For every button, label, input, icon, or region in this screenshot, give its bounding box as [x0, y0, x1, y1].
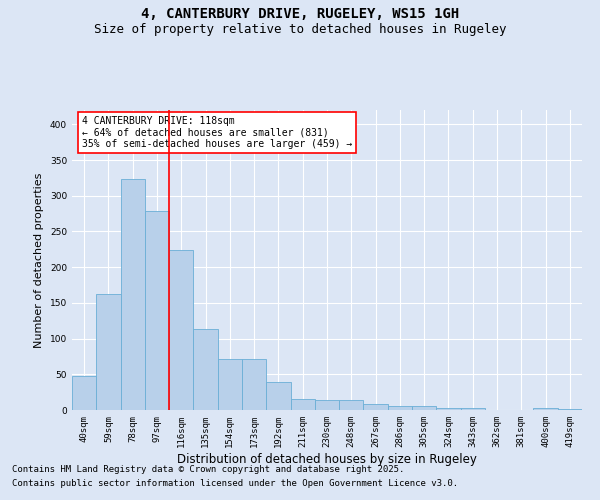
Bar [436, 408, 461, 410]
Bar [266, 382, 290, 410]
Bar [121, 180, 145, 410]
Text: 4, CANTERBURY DRIVE, RUGELEY, WS15 1GH: 4, CANTERBURY DRIVE, RUGELEY, WS15 1GH [141, 8, 459, 22]
Bar [242, 358, 266, 410]
Bar [96, 294, 121, 410]
Bar [72, 376, 96, 410]
Bar [558, 408, 582, 410]
Bar [364, 404, 388, 410]
Bar [169, 250, 193, 410]
Text: Size of property relative to detached houses in Rugeley: Size of property relative to detached ho… [94, 22, 506, 36]
Bar [218, 358, 242, 410]
Bar [388, 406, 412, 410]
Text: 4 CANTERBURY DRIVE: 118sqm
← 64% of detached houses are smaller (831)
35% of sem: 4 CANTERBURY DRIVE: 118sqm ← 64% of deta… [82, 116, 352, 149]
Bar [412, 406, 436, 410]
Y-axis label: Number of detached properties: Number of detached properties [34, 172, 44, 348]
Text: Contains public sector information licensed under the Open Government Licence v3: Contains public sector information licen… [12, 479, 458, 488]
X-axis label: Distribution of detached houses by size in Rugeley: Distribution of detached houses by size … [177, 452, 477, 466]
Bar [290, 400, 315, 410]
Text: Contains HM Land Registry data © Crown copyright and database right 2025.: Contains HM Land Registry data © Crown c… [12, 466, 404, 474]
Bar [315, 400, 339, 410]
Bar [339, 400, 364, 410]
Bar [533, 408, 558, 410]
Bar [145, 212, 169, 410]
Bar [193, 330, 218, 410]
Bar [461, 408, 485, 410]
